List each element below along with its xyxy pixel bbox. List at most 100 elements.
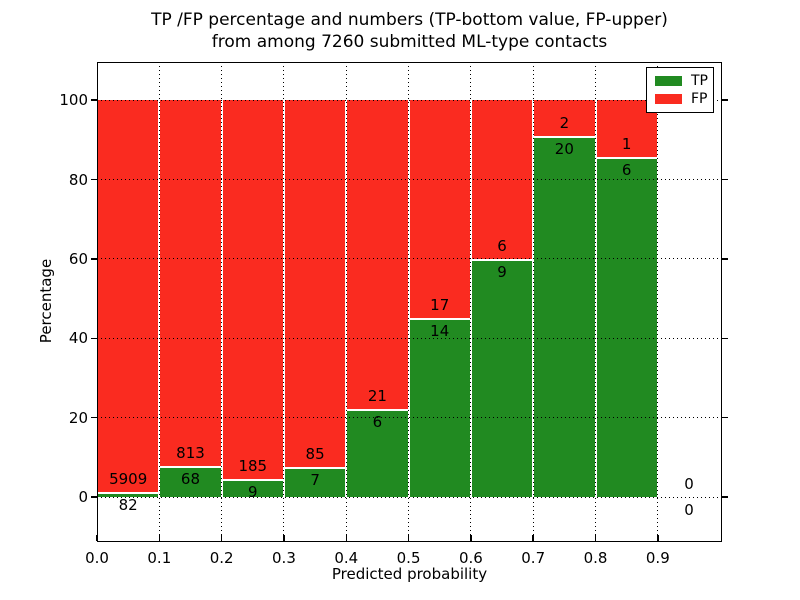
y-tick-label: 0 <box>78 488 88 507</box>
x-tick-label: 0.4 <box>334 549 359 567</box>
x-tick-label: 0.1 <box>147 549 172 567</box>
x-tick-label: 0.2 <box>209 549 234 567</box>
y-tick-mark <box>91 416 97 419</box>
legend-label: FP <box>691 91 708 107</box>
bar-label-tp: 9 <box>497 262 507 281</box>
y-tick-mark <box>722 416 728 419</box>
bar-label-fp: 85 <box>305 444 325 463</box>
bar-label-tp: 6 <box>372 412 383 431</box>
x-gridline <box>221 62 223 542</box>
chart-title-line2: from among 7260 submitted ML-type contac… <box>211 32 608 52</box>
bar-label-tp: 20 <box>554 140 574 159</box>
y-tick-label: 60 <box>68 249 88 268</box>
bar-label-fp: 6 <box>497 236 507 255</box>
y-tick-mark <box>91 496 97 498</box>
bar-segment-tp <box>159 466 222 498</box>
bar-label-fp: 1 <box>621 134 632 153</box>
plot-area <box>96 62 722 542</box>
x-tick-label: 0.0 <box>85 549 109 567</box>
bar-segment-tp <box>533 136 596 498</box>
x-tick-mark <box>594 535 597 541</box>
bar-segment-tp <box>595 156 658 498</box>
y-tick-label: 100 <box>59 91 88 110</box>
x-tick-label: 0.9 <box>645 549 670 567</box>
chart-title-line1: TP /FP percentage and numbers (TP-bottom… <box>151 10 668 30</box>
bar-label-tp: 0 <box>684 501 694 520</box>
y-tick-mark <box>722 337 728 340</box>
x-tick-mark <box>158 535 161 541</box>
bar-segment-fp <box>533 100 596 137</box>
bar-segment-tp <box>346 408 409 498</box>
x-tick-label: 0.8 <box>583 549 608 567</box>
bar-segment-tp <box>408 317 471 498</box>
bar-label-tp: 82 <box>118 495 138 514</box>
y-tick-mark <box>722 99 728 101</box>
bar-segment-tp <box>283 466 347 498</box>
y-tick-label: 80 <box>68 170 88 189</box>
x-gridline <box>283 62 285 542</box>
y-tick-mark <box>91 258 97 260</box>
x-tick-mark <box>283 535 285 541</box>
x-gridline <box>158 62 160 542</box>
x-gridline <box>657 62 659 542</box>
y-tick-mark <box>91 337 97 340</box>
y-tick-mark <box>91 99 97 101</box>
x-tick-mark <box>532 535 534 541</box>
legend: TP FP <box>646 67 714 113</box>
bar-label-fp: 813 <box>176 444 205 463</box>
bar-segment-fp <box>97 100 160 492</box>
x-tick-label: 0.3 <box>272 549 296 567</box>
y-gridline <box>97 496 722 498</box>
y-tick-mark <box>91 178 97 181</box>
y-tick-label: 40 <box>68 329 88 348</box>
chart-title: TP /FP percentage and numbers (TP-bottom… <box>97 9 722 53</box>
x-gridline <box>595 62 596 542</box>
y-gridline <box>97 337 722 339</box>
bar-label-fp: 21 <box>367 386 387 405</box>
x-tick-mark <box>407 535 410 541</box>
y-tick-mark <box>722 496 728 498</box>
bar-label-tp: 14 <box>430 321 450 340</box>
bar-label-fp: 0 <box>684 475 694 494</box>
bar-segment-tp <box>221 478 284 498</box>
bar-label-fp: 5909 <box>109 469 148 488</box>
legend-item-fp: FP <box>655 91 708 107</box>
bar-label-tp: 7 <box>310 470 320 489</box>
x-gridline <box>345 62 347 542</box>
x-gridline <box>470 62 472 542</box>
y-tick-label: 20 <box>68 408 88 427</box>
y-tick-mark <box>722 258 728 260</box>
y-gridline <box>97 99 722 101</box>
legend-swatch-fp <box>655 94 682 104</box>
x-tick-mark <box>220 535 223 541</box>
bar-label-fp: 185 <box>238 456 268 475</box>
x-tick-label: 0.5 <box>396 549 421 567</box>
x-tick-mark <box>96 535 98 541</box>
y-gridline <box>97 258 722 260</box>
bar-label-tp: 68 <box>180 470 201 489</box>
bar-label-fp: 17 <box>430 295 450 314</box>
bar-label-fp: 2 <box>559 114 570 133</box>
x-tick-label: 0.7 <box>521 549 546 567</box>
bar-segment-fp <box>221 100 284 479</box>
legend-swatch-tp <box>655 76 682 86</box>
bar-label-tp: 6 <box>621 160 632 179</box>
legend-item-tp: TP <box>655 73 708 89</box>
x-tick-label: 0.6 <box>458 549 483 567</box>
bar-segment-fp <box>283 100 347 467</box>
x-tick-mark <box>657 535 659 541</box>
x-tick-mark <box>345 535 347 541</box>
bar-segment-tp <box>470 258 534 498</box>
legend-label: TP <box>691 73 708 89</box>
bar-segment-fp <box>408 100 471 318</box>
x-gridline <box>408 62 410 542</box>
bar-label-tp: 9 <box>248 482 258 501</box>
y-gridline <box>97 417 722 419</box>
bar-segment-fp <box>159 100 222 467</box>
x-gridline <box>96 62 98 542</box>
x-tick-mark <box>470 535 472 541</box>
bar-segment-fp <box>346 100 409 409</box>
x-axis-label: Predicted probability <box>331 565 488 583</box>
y-tick-mark <box>722 178 728 181</box>
